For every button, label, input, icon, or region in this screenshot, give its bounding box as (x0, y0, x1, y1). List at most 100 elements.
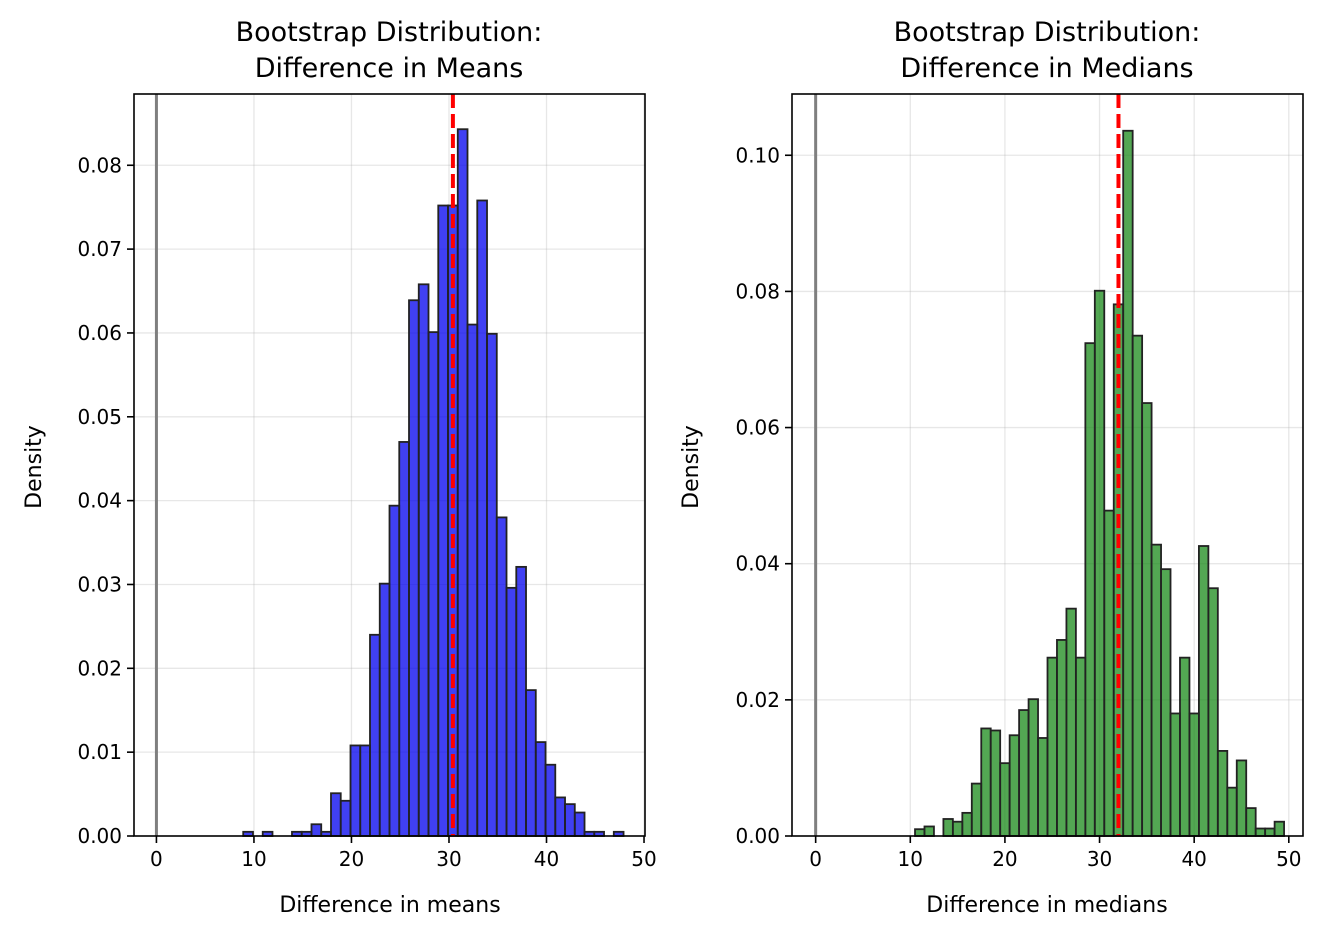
medians-histogram-bar (1046, 656, 1058, 837)
medians-y-tick-label: 0.08 (735, 279, 780, 303)
medians-y-axis-label: Density (679, 425, 704, 509)
medians-histogram-bar (1074, 656, 1087, 837)
means-y-tick-label: 0.03 (77, 572, 122, 596)
medians-y-tick-label: 0.04 (735, 552, 780, 576)
means-histogram-bar (564, 803, 576, 837)
means-y-tick-label: 0.02 (77, 656, 122, 680)
means-y-tick-label: 0.08 (77, 153, 122, 177)
means-histogram-bar (515, 565, 527, 837)
means-y-tick-label: 0.07 (77, 237, 122, 261)
medians-x-tick-label: 30 (1087, 847, 1112, 871)
medians-histogram-bar (1018, 709, 1030, 837)
means-y-tick-label: 0.05 (77, 405, 122, 429)
means-histogram-bar (378, 582, 391, 837)
medians-histogram-bar (942, 818, 954, 837)
means-histogram-bar (310, 823, 323, 837)
medians-histogram-bar (1264, 827, 1276, 837)
medians-x-tick-label: 20 (992, 847, 1017, 871)
medians-histogram-bar (923, 825, 935, 837)
medians-histogram-bar (914, 828, 926, 837)
medians-histogram-bar (1008, 734, 1021, 837)
medians-histogram-bar (1216, 750, 1229, 837)
medians-histogram-bar (1254, 827, 1267, 837)
means-histogram-bar (339, 799, 352, 837)
means-histogram-bar (398, 441, 410, 837)
medians-x-axis-label: Difference in medians (926, 893, 1167, 918)
medians-y-tick-label: 0.10 (735, 143, 780, 167)
means-x-tick-label: 20 (339, 847, 364, 871)
medians-histogram-bar (1198, 545, 1210, 837)
medians-histogram-bar (1084, 342, 1096, 837)
means-histogram-bar (573, 811, 586, 837)
means-histogram-bar (544, 763, 557, 837)
means-histogram-bar (417, 283, 430, 837)
medians-x-tick-label: 40 (1181, 847, 1206, 871)
medians-y-tick-label: 0.06 (735, 416, 780, 440)
medians-histogram-bar (1131, 334, 1144, 837)
means-histogram-bar (466, 323, 479, 837)
means-chart-title-line1: Bootstrap Distribution: (236, 17, 543, 48)
medians-histogram-bar (1065, 607, 1077, 837)
medians-histogram-bar (1027, 698, 1039, 837)
means-y-tick-label: 0.01 (77, 740, 122, 764)
means-x-tick-label: 30 (436, 847, 461, 871)
medians-histogram-bar (1160, 568, 1172, 837)
medians-histogram-bar (1179, 656, 1191, 837)
medians-x-tick-label: 50 (1276, 847, 1301, 871)
medians-histogram-bar (980, 727, 992, 837)
medians-histogram-bar (999, 762, 1011, 837)
means-histogram-bar (505, 586, 518, 837)
medians-histogram-bar (1122, 129, 1134, 837)
medians-histogram-bar (989, 729, 1002, 837)
medians-histogram-bar (1273, 820, 1285, 837)
means-y-tick-label: 0.06 (77, 321, 122, 345)
medians-histogram-bar (1093, 289, 1106, 837)
medians-histogram-bar (951, 820, 964, 837)
means-histogram-bar (427, 331, 440, 837)
medians-histogram-bar (1235, 759, 1248, 837)
medians-histogram-bar (1037, 737, 1049, 837)
means-x-tick-label: 50 (631, 847, 656, 871)
medians-y-tick-label: 0.02 (735, 688, 780, 712)
means-histogram-bar (534, 741, 547, 837)
means-histogram-bar (554, 796, 566, 837)
medians-axes-frame (791, 93, 1304, 837)
medians-histogram-panel: Bootstrap Distribution: Difference in Me… (679, 17, 1304, 918)
means-histogram-bar (349, 744, 362, 837)
medians-histogram-bar (1226, 786, 1238, 837)
medians-histogram-bar (961, 811, 973, 837)
means-histogram-bar (486, 332, 498, 837)
means-chart-title-line2: Difference in Means (255, 53, 524, 84)
means-x-tick-label: 0 (150, 847, 163, 871)
means-histogram-bar (330, 792, 342, 837)
medians-histogram-bar (1150, 543, 1162, 837)
means-histogram-bar (437, 204, 449, 837)
medians-y-tick-label: 0.00 (735, 824, 780, 848)
means-histogram-bar (476, 199, 488, 837)
means-x-tick-label: 10 (241, 847, 266, 871)
medians-histogram-bar (1169, 712, 1181, 837)
means-histogram-bar (495, 516, 508, 837)
medians-x-tick-label: 10 (898, 847, 923, 871)
medians-histogram-bar (1141, 402, 1153, 837)
medians-histogram-bar (970, 782, 983, 837)
means-histogram-bar (456, 128, 469, 837)
means-histogram-bar (359, 744, 371, 837)
means-histogram-bar (525, 689, 537, 837)
means-x-axis-label: Difference in means (279, 893, 500, 918)
medians-chart-title-line1: Bootstrap Distribution: (894, 17, 1201, 48)
medians-histogram-bar (1207, 587, 1219, 837)
means-y-axis-label: Density (22, 425, 47, 509)
medians-x-tick-label: 0 (809, 847, 822, 871)
means-histogram-bar (388, 504, 401, 837)
medians-chart-title-line2: Difference in Medians (900, 53, 1193, 84)
means-y-tick-label: 0.00 (77, 824, 122, 848)
medians-histogram-bar (1103, 509, 1115, 837)
medians-histogram-bar (1056, 639, 1068, 837)
means-y-tick-label: 0.04 (77, 489, 122, 513)
means-histogram-bar (408, 299, 420, 837)
means-axes-frame (133, 93, 646, 837)
means-x-tick-label: 40 (534, 847, 559, 871)
means-histogram-bar (369, 633, 381, 837)
